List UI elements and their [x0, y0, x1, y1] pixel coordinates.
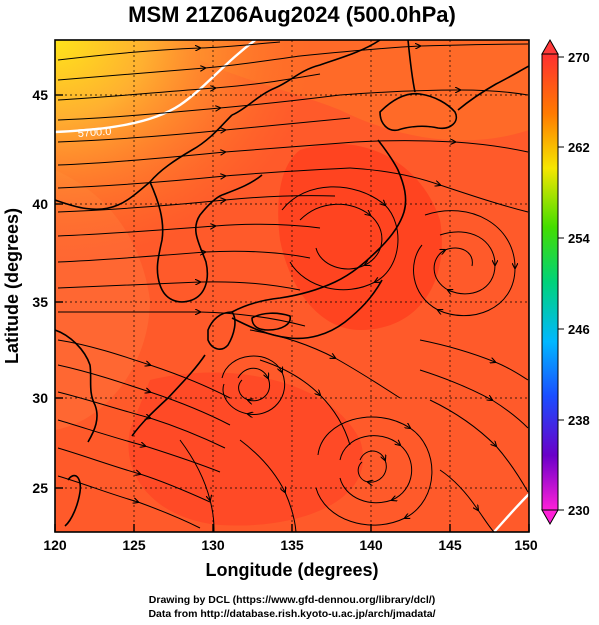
- y-axis-label: Latitude (degrees): [2, 208, 22, 364]
- chart-title: MSM 21Z06Aug2024 (500.0hPa): [128, 2, 456, 27]
- x-tick-label: 130: [201, 537, 225, 553]
- coastlines: [55, 40, 529, 527]
- y-tick-label: 30: [32, 390, 48, 406]
- streamlines: [57, 41, 529, 532]
- colorbar-scale: [541, 53, 559, 511]
- x-tick-label: 120: [43, 537, 67, 553]
- colorbar-tick-label: 270: [568, 50, 590, 65]
- x-tick-label: 145: [438, 537, 462, 553]
- credit-drawing: Drawing by DCL (https://www.gfd-dennou.o…: [149, 594, 435, 606]
- colorbar-tick-label: 230: [568, 503, 590, 518]
- graticule: [55, 40, 529, 532]
- cool-region-northwest: [55, 40, 315, 260]
- y-tick-label: 35: [32, 294, 48, 310]
- colorbar: 270 262 254 246 238 230: [541, 38, 590, 526]
- colorbar-bottom-arrow: [541, 509, 559, 526]
- colorbar-tick-label: 262: [568, 140, 590, 155]
- y-tick-label: 40: [32, 196, 48, 212]
- colorbar-tick-label: 238: [568, 413, 590, 428]
- x-tick-label: 150: [514, 537, 538, 553]
- plot-area: 5700.0: [55, 40, 529, 532]
- x-tick-label: 135: [280, 537, 304, 553]
- credit-data: Data from http://database.rish.kyoto-u.a…: [148, 608, 435, 620]
- contour-label: 5700.0: [77, 126, 111, 140]
- colorbar-top-arrow: [541, 38, 559, 55]
- x-tick-label: 140: [359, 537, 383, 553]
- temperature-patch-east: [278, 143, 442, 330]
- y-tick-label: 25: [32, 480, 48, 496]
- y-tick-label: 45: [32, 87, 48, 103]
- colorbar-tick-label: 254: [568, 231, 590, 246]
- contour-line-north: [55, 40, 258, 134]
- x-axis: 120 125 130 135 140 145 150 Longitude (d…: [43, 524, 538, 580]
- x-axis-label: Longitude (degrees): [205, 560, 378, 580]
- contour-line-southeast: [493, 493, 529, 532]
- y-axis: 25 30 35 40 45 Latitude (degrees): [2, 87, 63, 496]
- colorbar-tick-label: 246: [568, 322, 590, 337]
- x-tick-label: 125: [122, 537, 146, 553]
- temperature-patch-south: [128, 372, 364, 526]
